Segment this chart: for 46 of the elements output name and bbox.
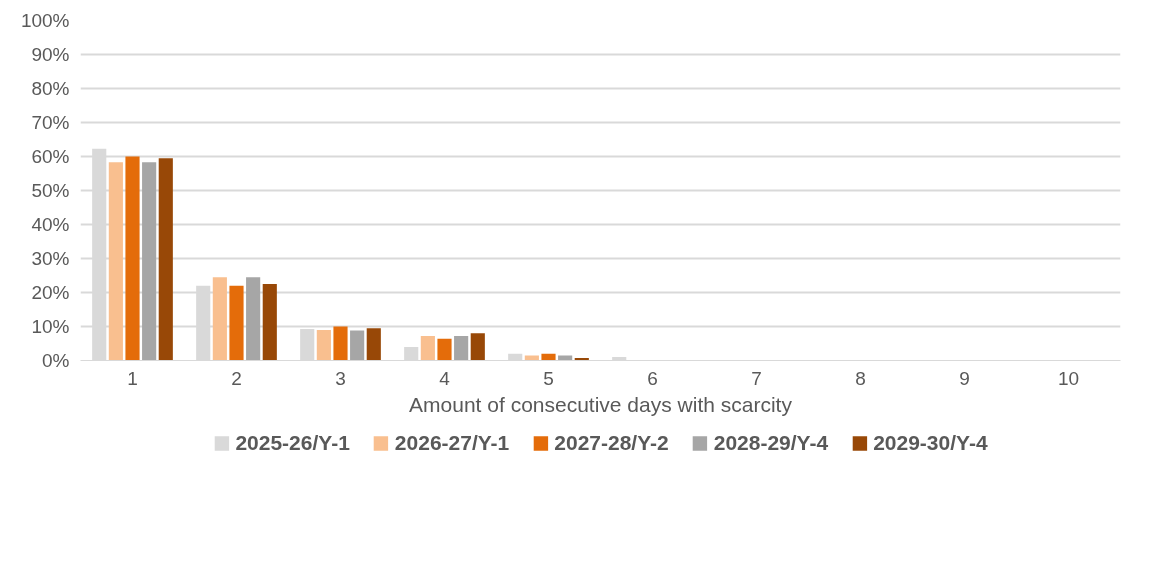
y-tick-label: 100% [20, 10, 70, 31]
y-tick-label: 20% [31, 282, 70, 303]
y-tick-label: 40% [31, 214, 70, 235]
bar [454, 336, 469, 361]
bar [229, 285, 244, 361]
y-tick-label: 70% [31, 112, 70, 133]
legend-label: 2026-27/Y-1 [394, 431, 510, 455]
x-tick-label: 6 [647, 367, 658, 389]
bar [333, 326, 348, 361]
bar [142, 162, 157, 361]
bar [262, 284, 277, 361]
bar [125, 156, 140, 361]
x-tick-label: 7 [751, 367, 762, 389]
bar [524, 355, 539, 361]
y-tick-label: 60% [31, 146, 70, 167]
x-tick-label: 1 [127, 367, 138, 389]
bar [437, 338, 452, 361]
legend-label: 2025-26/Y-1 [235, 431, 350, 455]
x-tick-label: 5 [543, 367, 554, 389]
x-tick-label: 3 [335, 367, 346, 389]
y-tick-label: 30% [31, 248, 70, 269]
legend-label: 2027-28/Y-2 [554, 431, 669, 455]
legend-label: 2028-29/Y-4 [713, 431, 829, 455]
y-tick-label: 80% [31, 78, 70, 99]
bar [316, 329, 331, 361]
x-tick-label: 8 [855, 367, 866, 389]
y-tick-label: 50% [31, 180, 70, 201]
bar [212, 277, 227, 361]
legend-label: 2029-30/Y-4 [873, 431, 988, 455]
y-tick-label: 90% [31, 44, 70, 65]
x-axis-title: Amount of consecutive days with scarcity [409, 392, 793, 416]
y-tick-label: 0% [42, 350, 70, 371]
x-tick-label: 10 [1057, 367, 1080, 389]
x-tick-label: 4 [439, 367, 451, 389]
bar [108, 162, 123, 361]
bar [470, 333, 485, 361]
x-tick-label: 9 [959, 367, 970, 389]
bar [558, 355, 573, 361]
bar [158, 158, 173, 361]
bar [541, 353, 556, 361]
y-tick-label: 10% [31, 316, 70, 337]
bar [366, 328, 381, 361]
bar [246, 277, 261, 361]
bar [350, 330, 365, 361]
x-tick-label: 2 [231, 367, 242, 389]
bar [420, 336, 435, 361]
